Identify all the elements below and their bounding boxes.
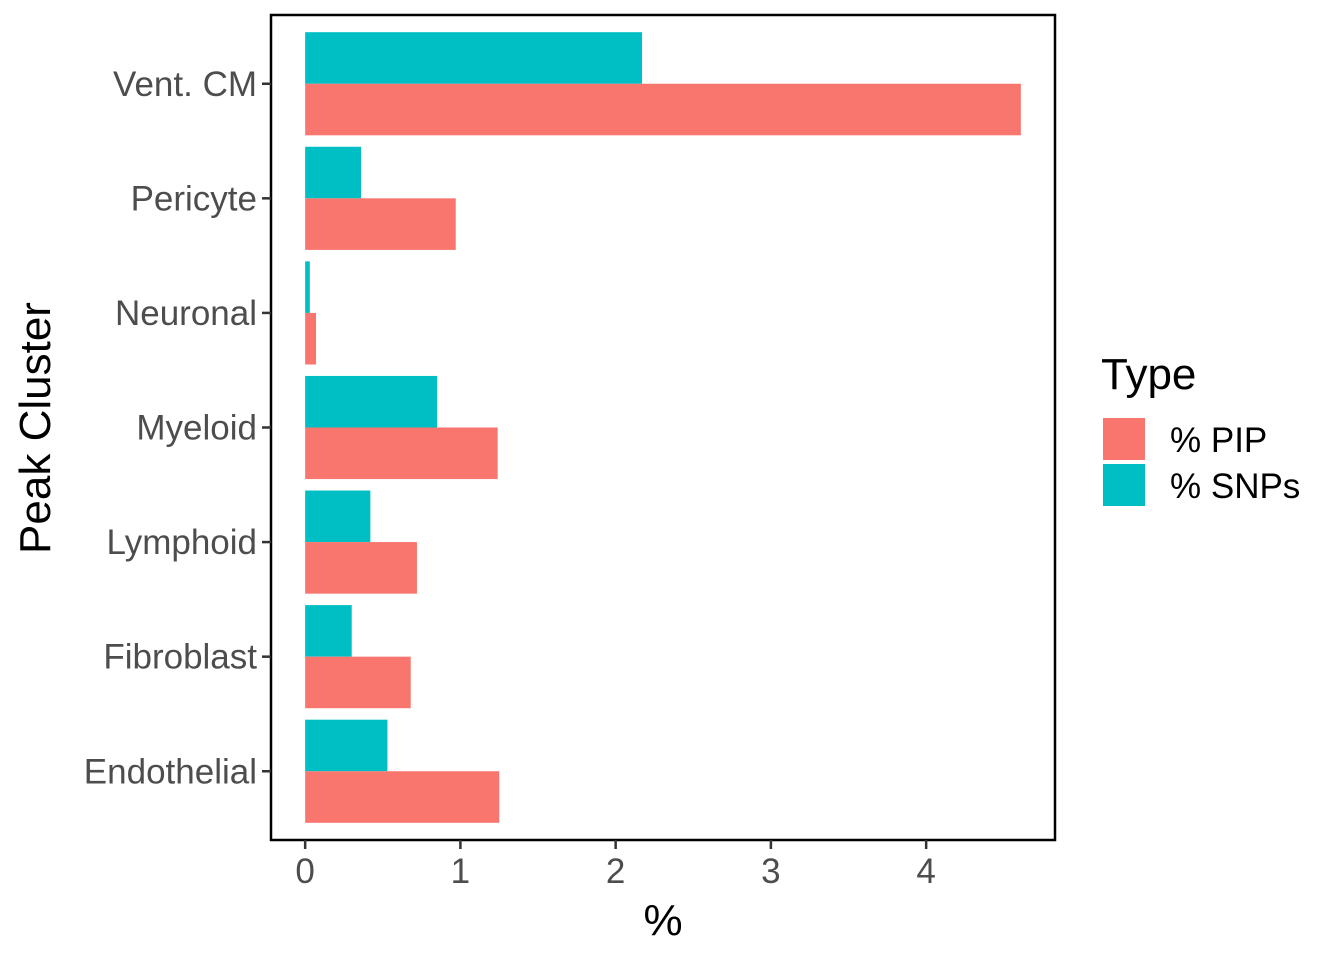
bar-snps-pericyte <box>305 146 362 199</box>
bar-snps-myeloid <box>305 375 438 428</box>
y-tick-label-myeloid: Myeloid <box>136 409 257 448</box>
y-axis: Vent. CM Pericyte Neuronal Myeloid Lymphoid F… <box>84 65 271 791</box>
bar-snps-neuronal <box>305 261 310 313</box>
x-tick-label-0: 0 <box>295 852 314 891</box>
legend: Type % PIP % SNPs <box>1101 350 1300 506</box>
bars-layer <box>305 32 1021 823</box>
y-tick-label-endothelial: Endothelial <box>84 752 257 791</box>
legend-key-pip <box>1103 418 1145 460</box>
legend-label-snps: % SNPs <box>1170 467 1300 506</box>
bar-pip-myeloid <box>305 427 498 480</box>
x-tick-label-3: 3 <box>761 852 780 891</box>
legend-label-pip: % PIP <box>1170 421 1267 460</box>
y-axis-title: Peak Cluster <box>11 302 60 554</box>
bar-pip-neuronal <box>305 312 317 365</box>
bar-pip-endothelial <box>305 771 500 823</box>
legend-title: Type <box>1101 350 1196 399</box>
y-tick-label-pericyte: Pericyte <box>131 179 257 218</box>
x-axis-title: % <box>643 896 682 945</box>
y-tick-label-vent-cm: Vent. CM <box>113 65 257 104</box>
bar-snps-endothelial <box>305 719 388 772</box>
legend-key-snps <box>1103 464 1145 506</box>
y-tick-label-lymphoid: Lymphoid <box>107 523 257 562</box>
x-axis: 0 1 2 3 4 <box>295 840 936 891</box>
x-tick-label-4: 4 <box>916 852 935 891</box>
x-tick-label-2: 2 <box>606 852 625 891</box>
x-tick-label-1: 1 <box>451 852 470 891</box>
bar-pip-lymphoid <box>305 542 417 594</box>
y-tick-label-neuronal: Neuronal <box>115 294 257 333</box>
bar-pip-fibroblast <box>305 656 411 709</box>
bar-snps-fibroblast <box>305 605 352 657</box>
bar-snps-vent-cm <box>305 32 643 84</box>
bar-pip-vent-cm <box>305 83 1021 136</box>
y-tick-label-fibroblast: Fibroblast <box>103 638 257 677</box>
bar-snps-lymphoid <box>305 490 371 543</box>
bar-pip-pericyte <box>305 198 456 250</box>
